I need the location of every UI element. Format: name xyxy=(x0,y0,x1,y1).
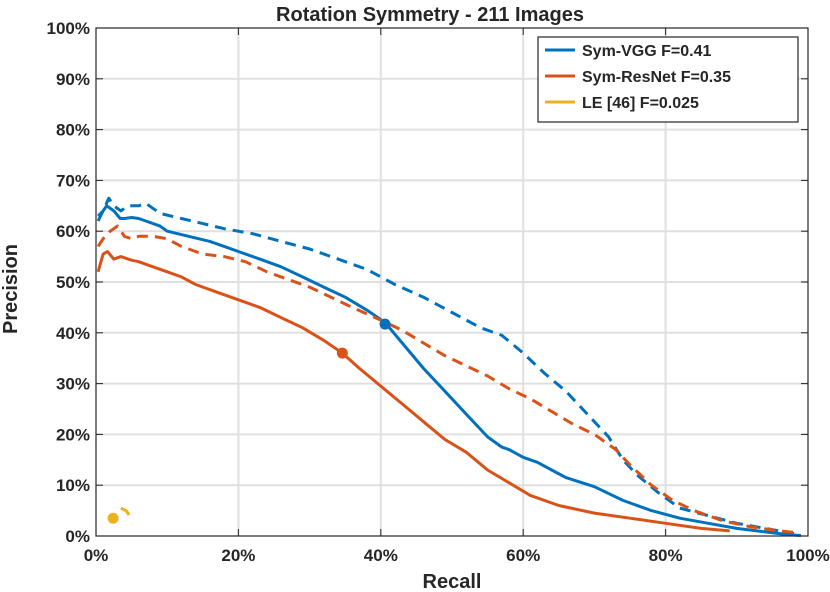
chart-title: Rotation Symmetry - 211 Images xyxy=(276,4,584,26)
y-tick-label: 40% xyxy=(56,324,90,343)
f-measure-marker-2 xyxy=(107,512,119,524)
y-tick-label: 0% xyxy=(65,527,90,546)
x-tick-label: 60% xyxy=(506,546,540,565)
series-line-0 xyxy=(97,204,802,537)
legend-label-1: Sym-ResNet F=0.35 xyxy=(582,69,731,86)
legend-label-0: Sym-VGG F=0.41 xyxy=(582,43,711,60)
y-tick-label: 10% xyxy=(56,476,90,495)
y-tick-label: 100% xyxy=(47,19,90,38)
x-axis-title: Recall xyxy=(423,571,482,592)
legend-label-2: LE [46] F=0.025 xyxy=(582,95,699,112)
legend: Sym-VGG F=0.41 Sym-ResNet F=0.35 LE [46] F… xyxy=(537,36,799,123)
x-tick-label: 20% xyxy=(221,546,255,565)
y-tick-label: 60% xyxy=(56,222,90,241)
x-tick-label: 0% xyxy=(84,546,109,565)
y-tick-label: 30% xyxy=(56,375,90,394)
f-measure-marker-0 xyxy=(379,318,391,330)
series-line-2 xyxy=(96,196,795,535)
y-tick-label: 20% xyxy=(56,425,90,444)
f-measure-markers xyxy=(107,318,391,524)
y-tick-label: 90% xyxy=(56,70,90,89)
x-tick-label: 100% xyxy=(786,546,829,565)
y-tick-label: 80% xyxy=(56,121,90,140)
f-measure-marker-1 xyxy=(336,347,348,359)
legend-items: Sym-VGG F=0.41 Sym-ResNet F=0.35 LE [46] F… xyxy=(545,43,731,112)
y-tick-label: 70% xyxy=(56,171,90,190)
series-line-3 xyxy=(96,224,794,534)
legend-box xyxy=(537,36,799,123)
y-tick-label: 50% xyxy=(56,273,90,292)
x-tick-label: 80% xyxy=(649,546,683,565)
series-line-5 xyxy=(120,506,131,517)
x-tick-label: 40% xyxy=(364,546,398,565)
axis-ticks: 0% 20% 40% 60% 80% 100% 0% 10% 20% 30% 40% 50% 60% 70… xyxy=(47,19,830,565)
y-axis-title: Precision xyxy=(0,244,22,334)
series-line-1 xyxy=(96,250,730,533)
series-lines xyxy=(96,196,802,537)
